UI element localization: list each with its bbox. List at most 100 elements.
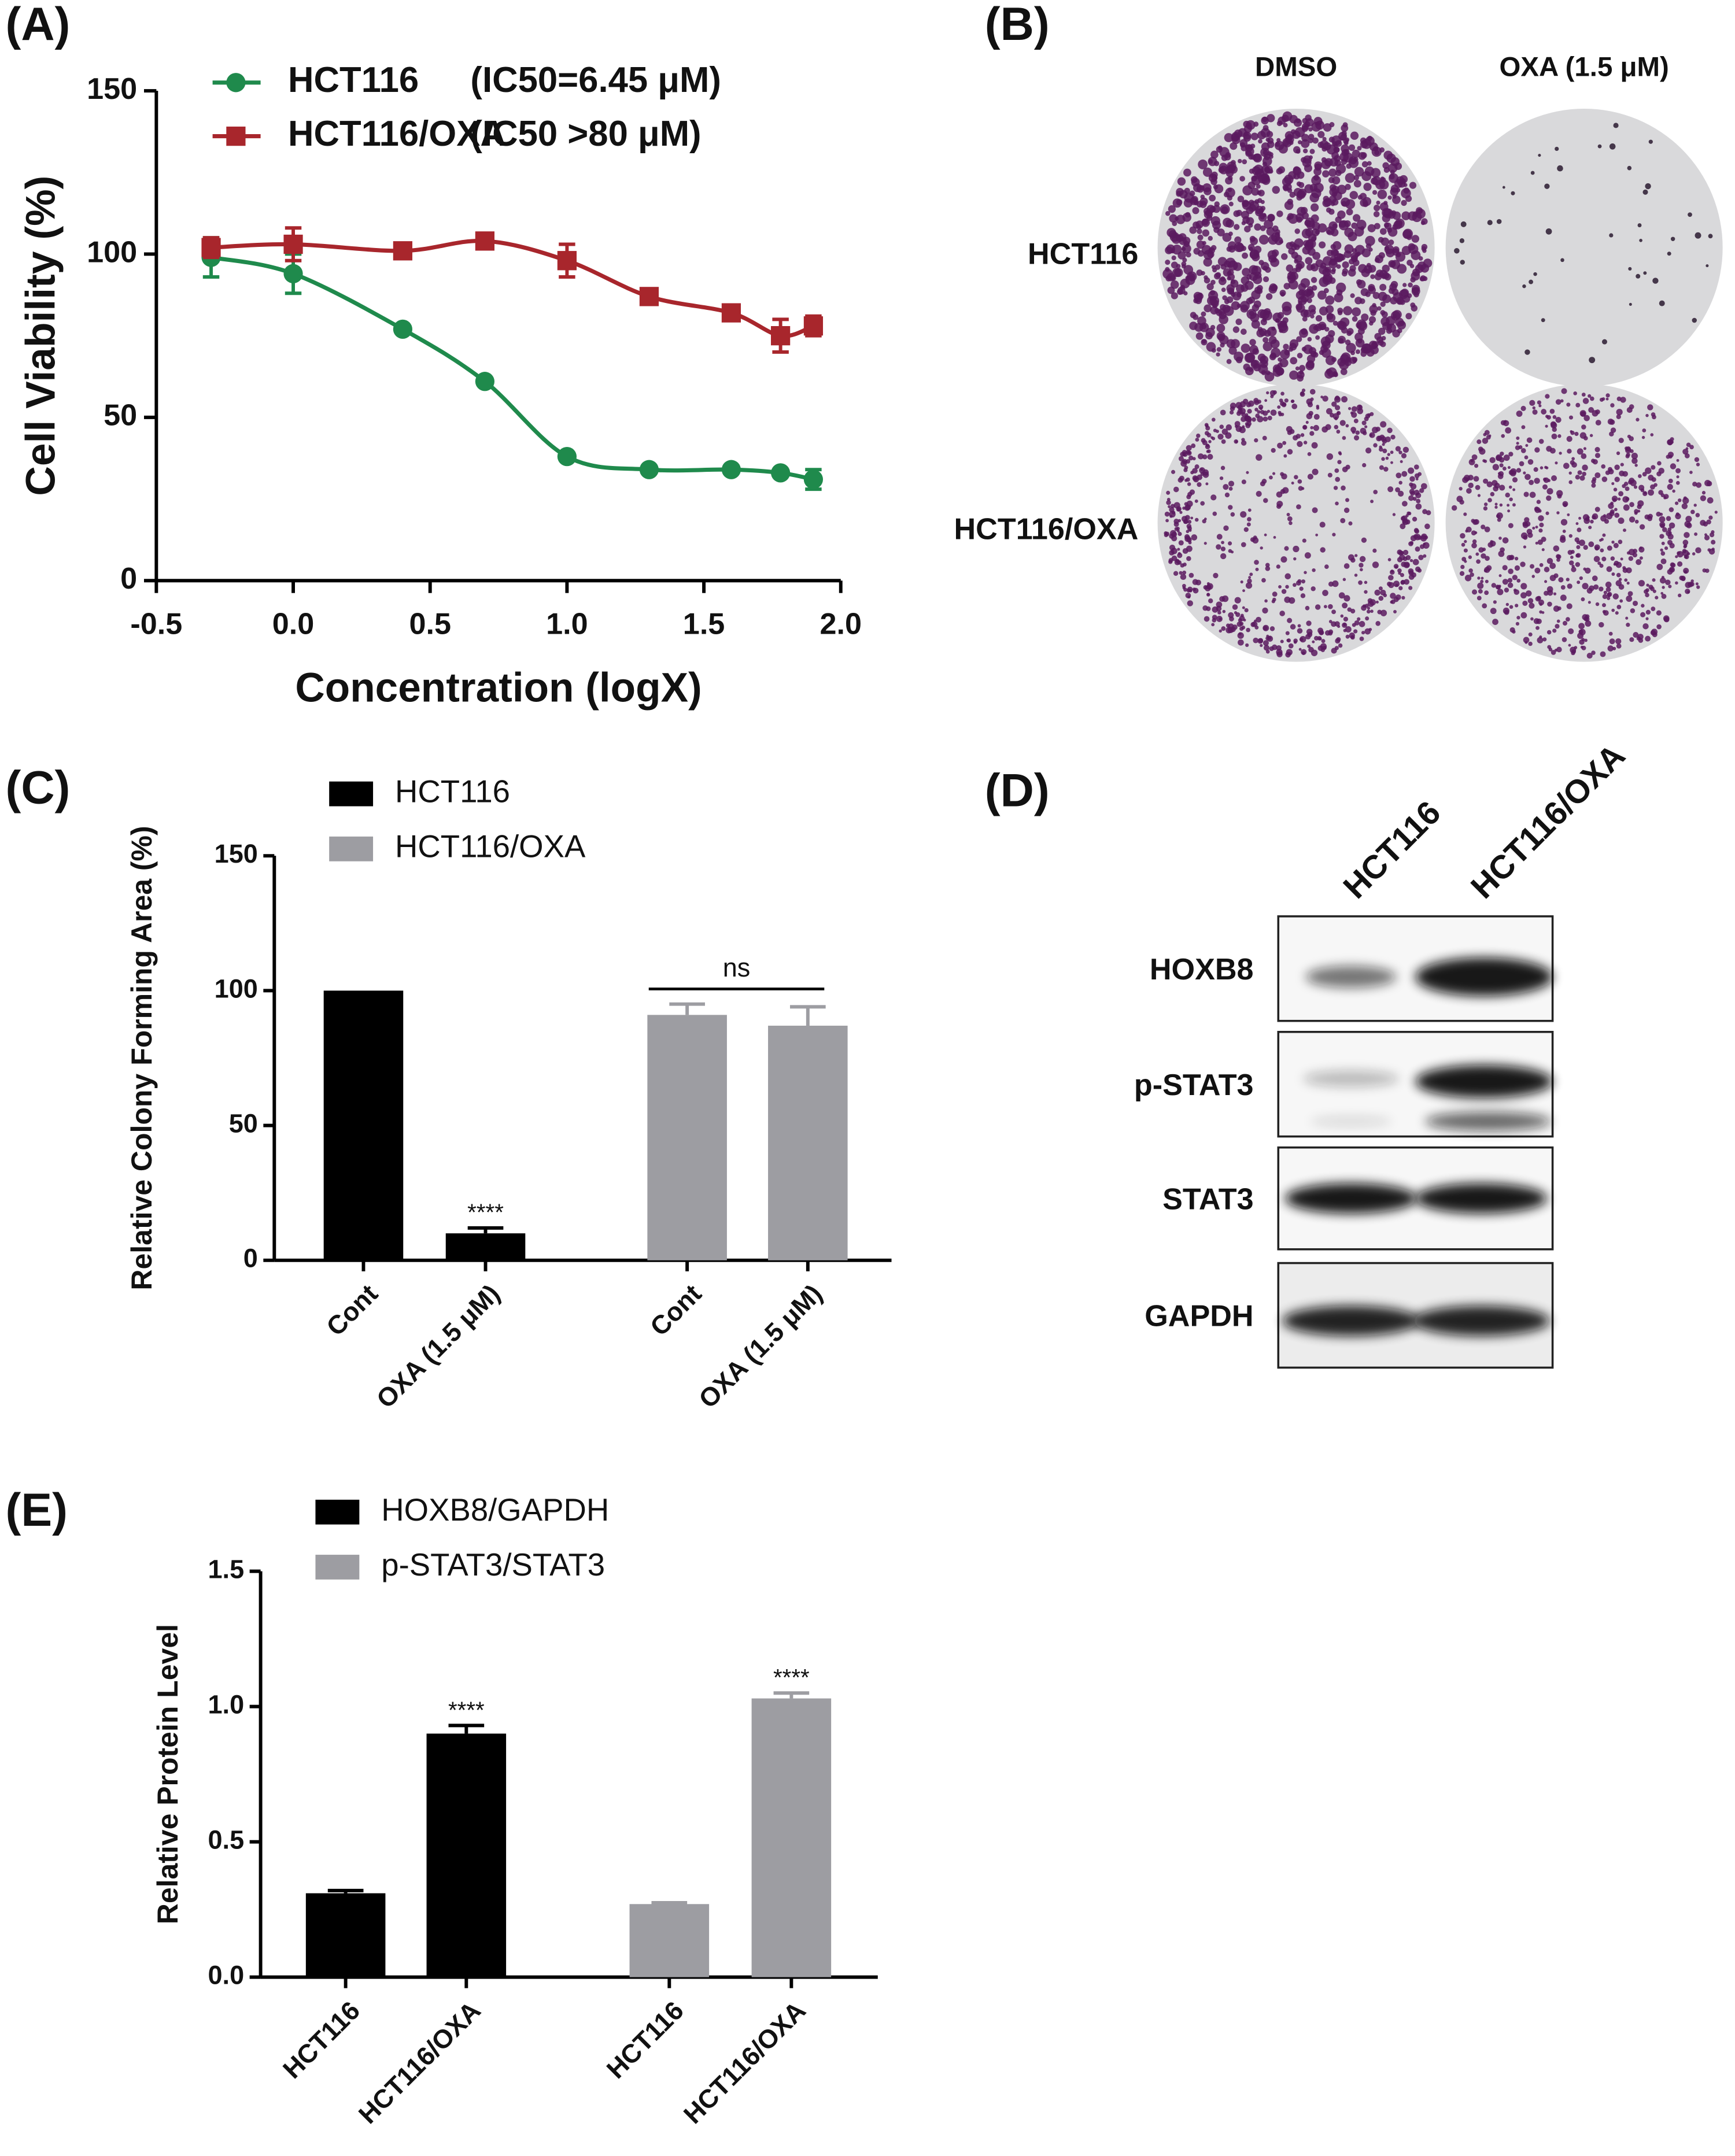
colony [1298,188,1307,198]
colony [1347,607,1352,612]
colony [1165,211,1171,216]
colony [1278,412,1282,417]
colony [1557,434,1562,438]
colony [1629,404,1634,409]
colony [1530,617,1534,621]
colony [1336,264,1341,269]
colony [1219,147,1230,157]
colony [1510,468,1517,475]
colony [1471,542,1477,549]
colony [1408,243,1416,251]
colony [1608,468,1614,475]
colony [1675,480,1680,485]
colony [1210,494,1217,501]
colony [1352,259,1360,267]
colony [1187,520,1192,524]
colony [1390,434,1396,440]
colony [1401,501,1408,507]
colony [1420,483,1427,490]
colony [1380,341,1386,347]
colony [1198,159,1208,169]
colony [1463,548,1468,553]
colony [1344,244,1354,254]
colony [1626,581,1630,585]
colony [1387,486,1394,493]
colony [1512,575,1518,580]
colony [1632,600,1638,607]
colony [1668,507,1674,512]
colony [1395,446,1401,452]
y-tick-label: 1.0 [208,1690,245,1719]
colony [1293,545,1300,553]
colony [1514,556,1519,561]
colony [1177,531,1182,537]
colony [1281,589,1287,594]
colony [1634,464,1638,467]
colony [1294,228,1300,234]
colony [1276,138,1281,142]
colony [1332,580,1339,587]
colony [1226,296,1234,304]
colony [1335,405,1341,411]
dish [1445,108,1723,387]
colony [1475,552,1479,556]
colony [1695,232,1701,239]
colony [1645,609,1651,615]
colony [1549,408,1555,414]
colony [1481,524,1486,530]
colony [1335,501,1339,506]
colony [1262,116,1268,123]
y-tick-label: 0.0 [208,1961,245,1990]
colony [1261,261,1269,271]
colony [1701,491,1706,495]
colony [1659,577,1666,584]
colony [1345,464,1350,470]
colony [1625,486,1630,491]
colony [1263,640,1269,646]
colony [1345,634,1350,639]
colony [1549,563,1556,569]
legend-swatch [329,836,374,861]
colony [1610,556,1615,561]
colony [1660,591,1664,595]
colony [1374,257,1380,263]
colony [1369,305,1378,314]
colony [1468,458,1475,465]
colony [1298,648,1302,651]
colony [1660,548,1663,552]
colony [1383,150,1393,160]
colony [1686,442,1691,448]
colony [1668,441,1673,445]
colony [1173,502,1180,509]
colony [1380,609,1387,616]
colony [1372,548,1377,553]
colony [1189,190,1195,197]
colony [1220,409,1226,416]
colony [1656,471,1662,476]
colony [1388,239,1394,246]
colony [1291,129,1296,135]
colony [1374,205,1380,212]
colony [1541,409,1547,415]
colony [1354,167,1364,177]
colony [1618,578,1622,581]
colony [1321,157,1327,163]
colony [1241,328,1247,335]
colony [1343,563,1350,569]
colony [1553,592,1557,596]
colony [1601,603,1606,608]
colony [1177,177,1186,186]
y-tick-label: 150 [215,839,258,868]
colony [1350,608,1356,614]
colony [1364,580,1368,585]
colony [1241,440,1247,446]
colony [1230,626,1236,633]
colony [1312,507,1318,513]
legend-label: HCT116/OXA [288,114,506,154]
colony [1241,542,1246,548]
colony [1492,619,1498,625]
colony [1267,137,1274,144]
colony [1276,649,1283,656]
colony [1387,227,1398,237]
colony [1187,595,1191,599]
